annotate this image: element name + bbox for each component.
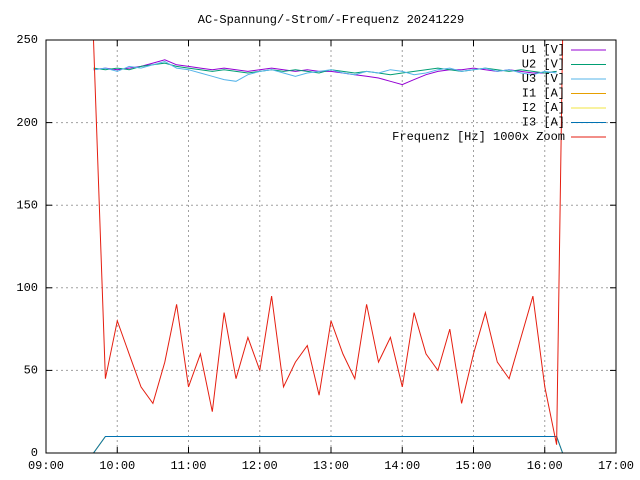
series-line: [87, 436, 564, 454]
y-tick-label: 0: [31, 446, 38, 460]
legend-label: I3 [A]: [522, 116, 565, 130]
x-tick-label: 11:00: [170, 459, 206, 473]
x-tick-label: 09:00: [28, 459, 64, 473]
y-tick-label: 150: [16, 198, 38, 212]
plot-border: [45, 39, 617, 454]
series-line: [93, 39, 564, 445]
y-tick-label: 250: [16, 33, 38, 47]
x-tick-label: 17:00: [598, 459, 634, 473]
y-tick-label: 200: [16, 116, 38, 130]
legend-label: I1 [A]: [522, 87, 565, 101]
y-tick-label: 50: [24, 364, 38, 378]
legend-label: I2 [A]: [522, 101, 565, 115]
x-tick-label: 13:00: [313, 459, 349, 473]
x-tick-label: 12:00: [242, 459, 278, 473]
chart-title: AC-Spannung/-Strom/-Frequenz 20241229: [198, 13, 464, 27]
legend-label: U1 [V]: [522, 43, 565, 57]
x-tick-label: 14:00: [384, 459, 420, 473]
legend-label: Frequenz [Hz] 1000x Zoom: [392, 130, 565, 144]
series-line: [93, 60, 557, 82]
y-tick-label: 100: [16, 281, 38, 295]
legend-label: U3 [V]: [522, 72, 565, 86]
x-tick-label: 15:00: [455, 459, 491, 473]
x-tick-label: 16:00: [527, 459, 563, 473]
x-tick-label: 10:00: [99, 459, 135, 473]
legend-label: U2 [V]: [522, 58, 565, 72]
